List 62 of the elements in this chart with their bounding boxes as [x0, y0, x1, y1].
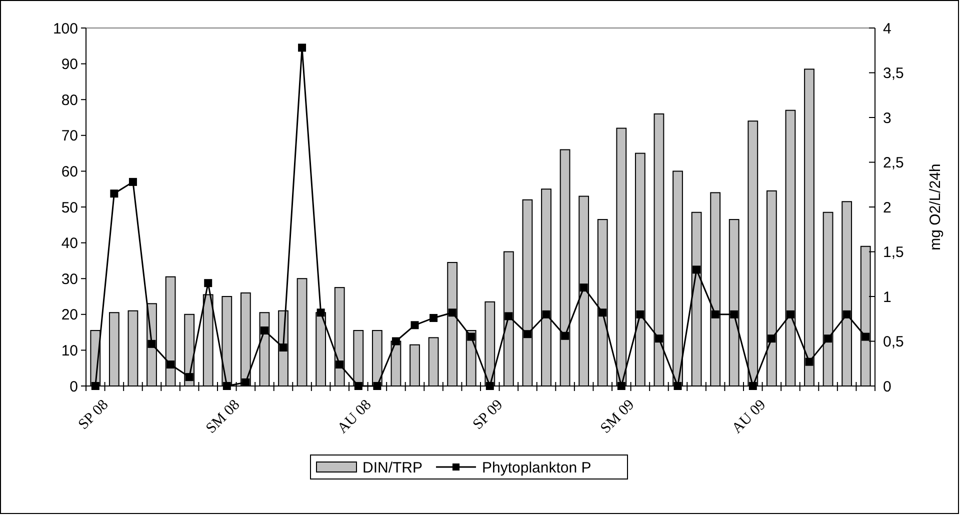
- point: [148, 340, 156, 348]
- point: [842, 310, 851, 318]
- x-tick-label: SP 08: [76, 396, 112, 433]
- y2-tick-label: 3: [883, 110, 892, 127]
- y-tick-label: 70: [61, 128, 78, 145]
- point: [448, 308, 456, 317]
- y2-tick-label: 1,5: [883, 244, 904, 261]
- y2-axis-title: mg O2/L/24h: [927, 164, 944, 250]
- y2-tick-label: 2: [883, 199, 892, 216]
- point: [824, 334, 832, 343]
- point: [504, 312, 513, 320]
- y2-tick-label: 0,5: [883, 334, 904, 350]
- x-tick-label: SP 09: [470, 396, 506, 433]
- y2-tick-label: 4: [883, 20, 892, 38]
- legend-label: Phytoplankton P: [482, 459, 592, 476]
- point: [711, 310, 720, 318]
- point: [598, 308, 607, 317]
- y-tick-label: 0: [70, 378, 78, 396]
- point: [467, 332, 476, 341]
- y2-tick-label: 2,5: [883, 154, 904, 172]
- point: [523, 330, 532, 338]
- y-tick-label: 30: [61, 270, 78, 288]
- y-tick-label: 40: [61, 235, 78, 252]
- x-tick-label: SM 08: [203, 396, 244, 437]
- point: [542, 310, 550, 318]
- point: [654, 334, 663, 343]
- y-tick-label: 20: [61, 306, 78, 324]
- point: [768, 334, 776, 343]
- y-tick-label: 50: [61, 199, 78, 216]
- point: [805, 358, 814, 366]
- point: [316, 308, 325, 317]
- point: [561, 332, 570, 340]
- point: [730, 310, 738, 318]
- y-tick-label: 90: [61, 56, 78, 74]
- y-tick-label: 80: [61, 92, 78, 109]
- point: [260, 326, 268, 335]
- x-tick-label: SM 09: [598, 396, 638, 437]
- point: [128, 178, 137, 186]
- y2-tick-label: 3,5: [883, 65, 904, 82]
- x-tick-label: AU 09: [729, 396, 770, 437]
- point: [336, 360, 344, 369]
- point: [430, 314, 438, 322]
- y-tick-label: 60: [61, 163, 78, 180]
- point: [692, 266, 701, 274]
- y-tick-label: 100: [52, 20, 78, 38]
- point: [862, 332, 870, 341]
- point: [636, 310, 644, 318]
- point: [786, 310, 794, 318]
- point: [410, 321, 419, 330]
- y-tick-label: 10: [61, 342, 78, 360]
- legend-label: DIN/TRP: [362, 459, 422, 476]
- point: [392, 337, 400, 346]
- point: [298, 44, 306, 52]
- point: [580, 284, 588, 292]
- point: [279, 344, 288, 352]
- point: [166, 360, 175, 369]
- y2-tick-label: 1: [883, 288, 892, 306]
- x-tick-label: AU 08: [334, 396, 375, 437]
- y2-tick-label: 0: [883, 378, 892, 396]
- point: [204, 279, 212, 288]
- point: [110, 190, 118, 198]
- point: [185, 373, 194, 382]
